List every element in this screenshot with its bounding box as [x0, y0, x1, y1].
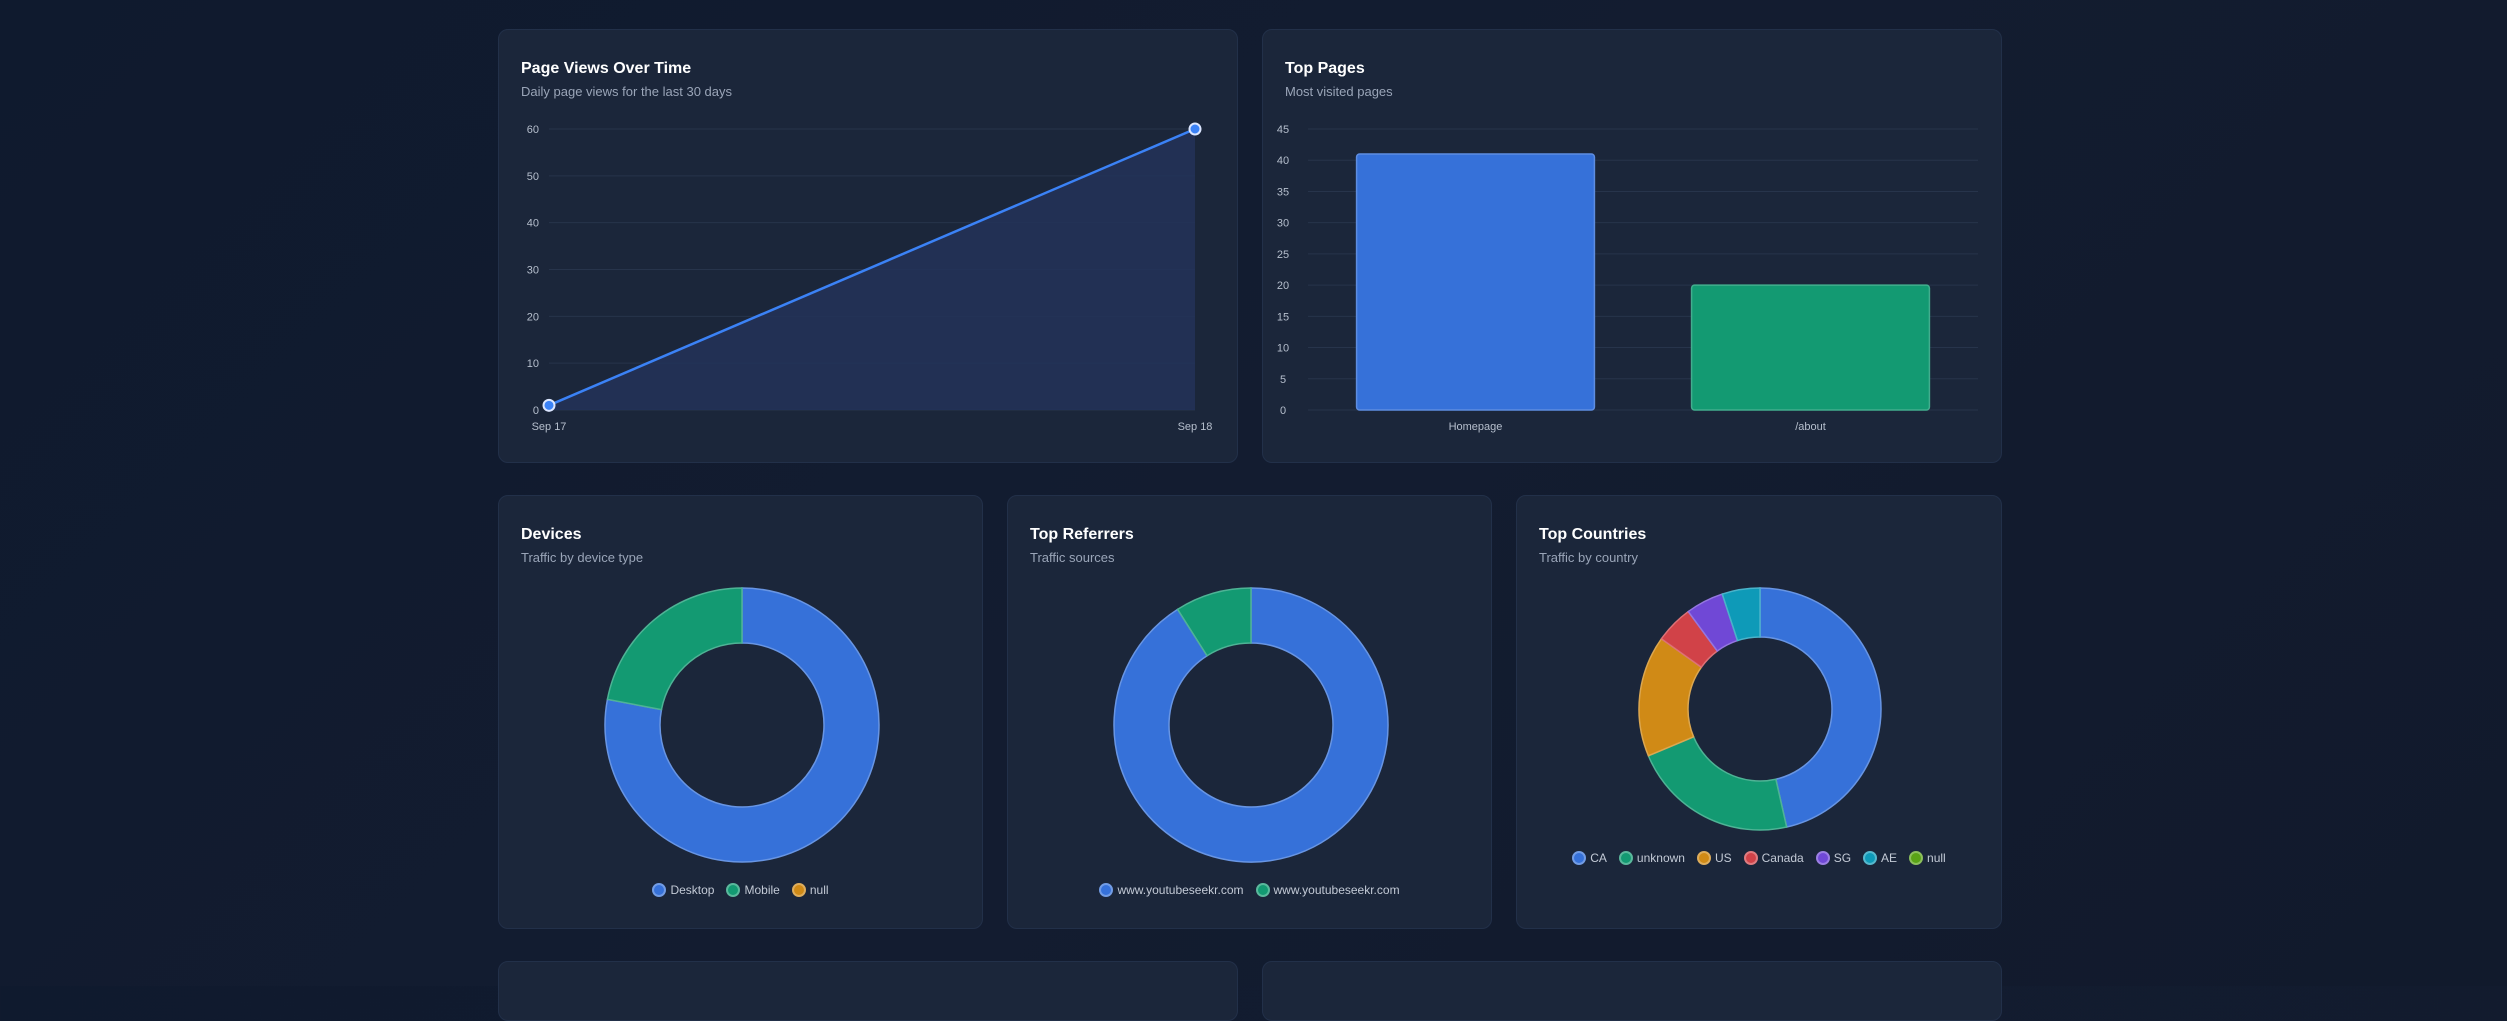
- legend-swatch: [726, 883, 741, 897]
- legend-item[interactable]: unknown: [1618, 842, 1685, 874]
- y-tick-label: 60: [527, 124, 539, 136]
- y-tick-label: 30: [1277, 218, 1289, 230]
- bottom-right-card: [1262, 961, 2002, 1021]
- legend-label: CA: [1590, 851, 1607, 865]
- legend-swatch: [1572, 851, 1587, 865]
- data-point: [1188, 122, 1202, 136]
- legend-item[interactable]: CA: [1572, 842, 1607, 874]
- legend-item[interactable]: Desktop: [652, 874, 714, 906]
- bottom-left-card: [498, 961, 1238, 1021]
- legend-label: unknown: [1636, 851, 1685, 865]
- referrers-card: Top Referrers Traffic sources www.youtub…: [1007, 495, 1492, 929]
- pie-slice: [1647, 735, 1788, 831]
- legend-swatch: [652, 883, 667, 897]
- devices-donut-chart: [604, 587, 880, 863]
- legend-swatch: [1863, 851, 1878, 865]
- y-tick-label: 0: [1280, 405, 1286, 417]
- legend-label: www.youtubeseekr.com: [1117, 883, 1244, 897]
- countries-legend: CA unknown US Canada SG AE null: [1517, 842, 2001, 874]
- y-tick-label: 40: [1277, 155, 1289, 167]
- y-tick-label: 5: [1280, 374, 1286, 386]
- top-pages-card: Top Pages Most visited pages 0 5 10 15 20 25 3…: [1262, 29, 2002, 463]
- card-subtitle: Traffic by device type: [521, 550, 644, 565]
- devices-card: Devices Traffic by device type Desktop Mo…: [498, 495, 983, 929]
- legend-label: SG: [1833, 851, 1852, 865]
- pie-slice: [1113, 587, 1389, 863]
- y-tick-label: 35: [1277, 186, 1289, 198]
- devices-legend: Desktop Mobile null: [499, 874, 982, 906]
- y-tick-label: 0: [533, 405, 539, 417]
- card-title: Top Pages: [1285, 60, 1365, 77]
- x-tick-label: Homepage: [1449, 421, 1503, 433]
- legend-swatch: [1618, 851, 1633, 865]
- page-views-card: Page Views Over Time Daily page views fo…: [498, 29, 1238, 463]
- referrers-donut-chart: [1113, 587, 1389, 863]
- legend-item[interactable]: null: [1909, 842, 1946, 874]
- legend-item[interactable]: Canada: [1743, 842, 1804, 874]
- y-tick-label: 20: [1277, 280, 1289, 292]
- legend-swatch: [1909, 851, 1924, 865]
- card-title: Top Referrers: [1030, 526, 1134, 543]
- pie-slice: [1176, 587, 1252, 657]
- countries-card: Top Countries Traffic by country CA unkno…: [1516, 495, 2002, 929]
- y-tick-label: 40: [527, 218, 539, 230]
- y-tick-label: 10: [1277, 343, 1289, 355]
- legend-item[interactable]: Mobile: [726, 874, 780, 906]
- card-title: Page Views Over Time: [521, 60, 692, 77]
- legend-swatch: [791, 883, 806, 897]
- legend-label: null: [809, 883, 829, 897]
- page-views-line-chart: 0 10 20 30 40 50 60 Sep 17 Sep 18: [527, 122, 1213, 433]
- legend-item[interactable]: null: [791, 874, 829, 906]
- legend-label: AE: [1881, 851, 1898, 865]
- legend-swatch: [1743, 851, 1758, 865]
- legend-swatch: [1255, 883, 1270, 897]
- pie-slice: [1721, 587, 1761, 642]
- card-subtitle: Most visited pages: [1285, 84, 1393, 99]
- y-tick-label: 25: [1277, 249, 1289, 261]
- card-subtitle: Traffic sources: [1030, 550, 1115, 565]
- legend-label: www.youtubeseekr.com: [1273, 883, 1400, 897]
- legend-item[interactable]: US: [1696, 842, 1732, 874]
- y-tick-label: 20: [527, 311, 539, 323]
- y-tick-label: 15: [1277, 311, 1289, 323]
- bar: [1355, 153, 1596, 411]
- series-line: [548, 127, 1196, 407]
- y-tick-label: 30: [527, 265, 539, 277]
- legend-label: Desktop: [670, 883, 715, 897]
- data-point: [542, 398, 556, 412]
- legend-item[interactable]: AE: [1863, 842, 1897, 874]
- card-subtitle: Daily page views for the last 30 days: [521, 84, 732, 99]
- y-tick-label: 50: [527, 171, 539, 183]
- legend-item[interactable]: www.youtubeseekr.com: [1255, 874, 1400, 906]
- legend-swatch: [1815, 851, 1830, 865]
- legend-label: US: [1714, 851, 1732, 865]
- card-subtitle: Traffic by country: [1539, 550, 1638, 565]
- legend-label: null: [1927, 851, 1946, 865]
- legend-label: Canada: [1761, 851, 1804, 865]
- pie-slice: [606, 587, 743, 711]
- top-pages-bar-chart: 0 5 10 15 20 25 30 35 40 45 Homepage/about: [1277, 124, 1978, 433]
- bar: [1690, 284, 1931, 411]
- card-title: Top Countries: [1539, 526, 1647, 543]
- legend-label: Mobile: [744, 883, 780, 897]
- card-title: Devices: [521, 526, 582, 543]
- pie-slice: [1759, 587, 1882, 828]
- y-tick-label: 10: [527, 358, 539, 370]
- pie-slice: [604, 587, 880, 863]
- x-tick-label: Sep 17: [532, 421, 567, 433]
- legend-item[interactable]: SG: [1815, 842, 1852, 874]
- legend-item[interactable]: www.youtubeseekr.com: [1099, 874, 1244, 906]
- x-tick-label: /about: [1795, 421, 1826, 433]
- y-tick-label: 45: [1277, 124, 1289, 136]
- countries-donut-chart: [1638, 587, 1882, 831]
- legend-swatch: [1099, 883, 1114, 897]
- x-tick-label: Sep 18: [1178, 421, 1213, 433]
- referrers-legend: www.youtubeseekr.com www.youtubeseekr.com: [1008, 874, 1491, 906]
- legend-swatch: [1696, 851, 1711, 865]
